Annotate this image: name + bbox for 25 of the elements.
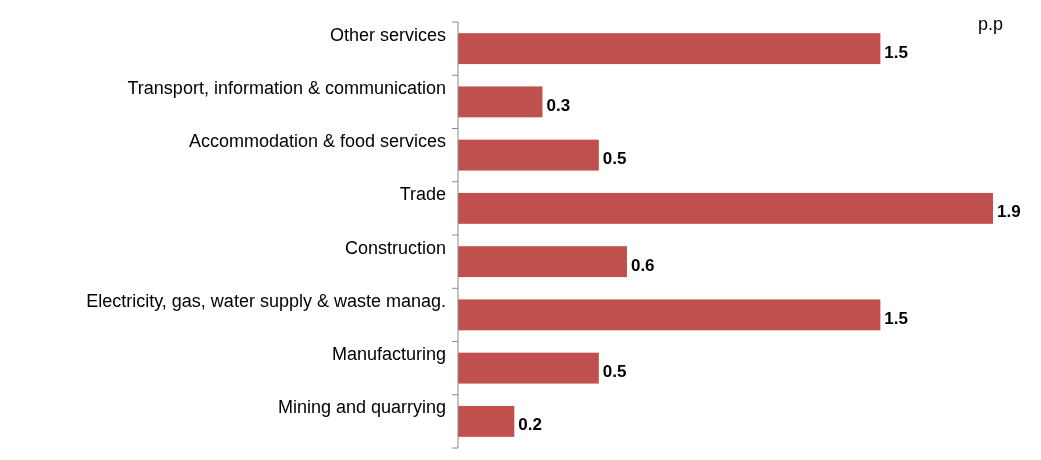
- y-tick-label: Mining and quarrying: [277, 397, 446, 418]
- x-axis-title: p.p: [977, 14, 1003, 34]
- bar: [458, 86, 543, 118]
- y-tick-label: Construction: [344, 237, 446, 258]
- data-label: 0.6: [630, 255, 655, 275]
- y-tick-label: Transport, information & communication: [127, 77, 446, 98]
- y-tick-label: Accommodation & food services: [188, 131, 446, 152]
- bar: [458, 139, 599, 171]
- data-label: 1.5: [884, 308, 909, 328]
- bar: [458, 33, 881, 65]
- data-label: 0.5: [602, 149, 627, 169]
- data-label: 1.9: [997, 202, 1021, 222]
- data-label: 0.2: [518, 415, 542, 435]
- bar: [458, 246, 627, 278]
- bar: [458, 299, 881, 331]
- data-label: 0.3: [546, 95, 571, 115]
- bar: [458, 192, 993, 224]
- y-tick-label: Trade: [399, 184, 446, 205]
- y-tick-label: Manufacturing: [331, 344, 446, 365]
- bar: [458, 352, 599, 384]
- data-label: 1.5: [884, 42, 909, 62]
- data-label: 0.5: [602, 362, 627, 382]
- y-tick-label: Other services: [329, 24, 446, 45]
- y-tick-label: Electricity, gas, water supply & waste manag.: [86, 290, 446, 311]
- bar: [458, 405, 515, 437]
